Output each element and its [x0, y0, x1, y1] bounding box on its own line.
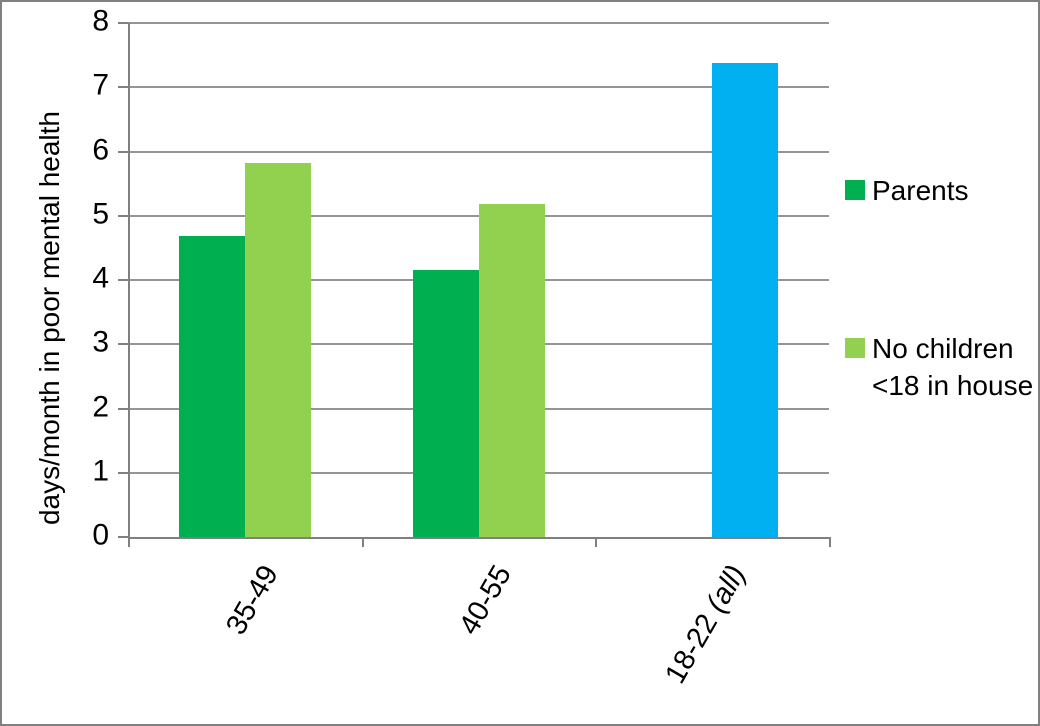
x-axis-tick	[128, 537, 130, 547]
y-tick-label: 0	[92, 518, 109, 552]
y-axis-tick	[118, 86, 128, 89]
y-axis-tick	[118, 214, 128, 217]
y-axis-tick	[118, 407, 128, 410]
x-category-label: 18-22 (all)	[658, 560, 752, 690]
y-axis-title: days/month in poor mental health	[34, 110, 65, 526]
legend-swatch-parents-icon	[845, 180, 865, 200]
y-axis-line	[128, 23, 130, 537]
legend-item-no-children: No children <18 in house	[845, 330, 1036, 404]
y-tick-label: 7	[92, 68, 109, 102]
x-axis-tick	[595, 537, 598, 547]
bar	[178, 236, 245, 537]
legend-label-parents: Parents	[872, 175, 969, 206]
bar	[244, 163, 311, 537]
y-axis-tick	[118, 22, 128, 24]
gridline	[128, 150, 829, 153]
y-tick-label: 8	[92, 4, 109, 38]
y-axis-tick	[118, 150, 128, 153]
x-axis-tick	[829, 537, 831, 547]
y-axis-tick	[118, 536, 128, 538]
gridline	[128, 22, 829, 24]
legend-swatch-no-children-icon	[845, 338, 865, 358]
y-tick-label: 5	[92, 197, 109, 231]
y-axis-tick	[118, 279, 128, 281]
x-category-label: 35-49	[219, 560, 285, 641]
x-axis-tick	[361, 537, 364, 547]
y-axis-tick	[118, 471, 128, 474]
category-label-italic: (all)	[695, 560, 752, 625]
y-tick-label: 4	[92, 261, 109, 295]
legend: Parents No children <18 in house	[845, 0, 1037, 726]
legend-label-no-children: No children <18 in house	[872, 333, 1034, 401]
bar	[478, 204, 545, 537]
y-tick-label: 3	[92, 325, 109, 359]
y-tick-label: 2	[92, 390, 109, 424]
x-axis-line	[128, 537, 829, 539]
bar	[412, 270, 479, 537]
y-tick-label: 6	[92, 133, 109, 167]
y-tick-label: 1	[92, 454, 109, 488]
legend-item-parents: Parents	[845, 172, 1036, 209]
gridline	[128, 86, 829, 89]
x-category-label: 40-55	[453, 560, 519, 641]
bar	[712, 63, 779, 537]
y-axis-tick	[118, 343, 128, 346]
